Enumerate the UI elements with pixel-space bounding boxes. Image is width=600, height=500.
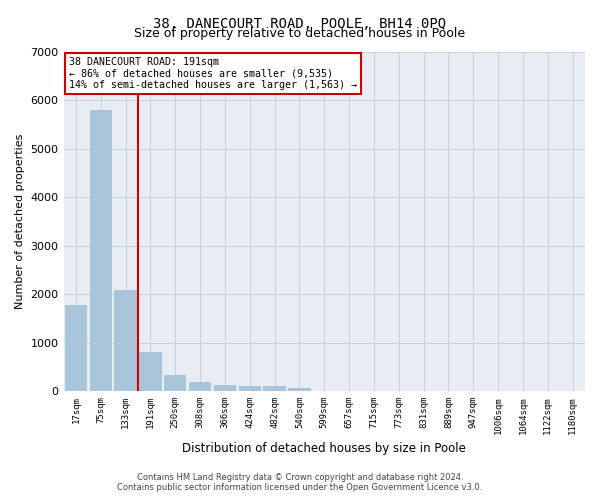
Text: Contains HM Land Registry data © Crown copyright and database right 2024.
Contai: Contains HM Land Registry data © Crown c…	[118, 473, 482, 492]
Text: 38 DANECOURT ROAD: 191sqm
← 86% of detached houses are smaller (9,535)
14% of se: 38 DANECOURT ROAD: 191sqm ← 86% of detac…	[69, 56, 357, 90]
Bar	[65, 306, 87, 391]
Bar	[164, 374, 187, 391]
X-axis label: Distribution of detached houses by size in Poole: Distribution of detached houses by size …	[182, 442, 466, 455]
Bar	[263, 386, 286, 391]
Bar	[189, 382, 211, 391]
Text: Size of property relative to detached houses in Poole: Size of property relative to detached ho…	[134, 28, 466, 40]
Bar	[214, 385, 236, 391]
Bar	[288, 388, 311, 391]
Text: 38, DANECOURT ROAD, POOLE, BH14 0PQ: 38, DANECOURT ROAD, POOLE, BH14 0PQ	[154, 18, 446, 32]
Bar	[239, 386, 261, 391]
Y-axis label: Number of detached properties: Number of detached properties	[15, 134, 25, 309]
Bar	[89, 110, 112, 391]
Bar	[115, 290, 137, 391]
Bar	[139, 352, 161, 391]
